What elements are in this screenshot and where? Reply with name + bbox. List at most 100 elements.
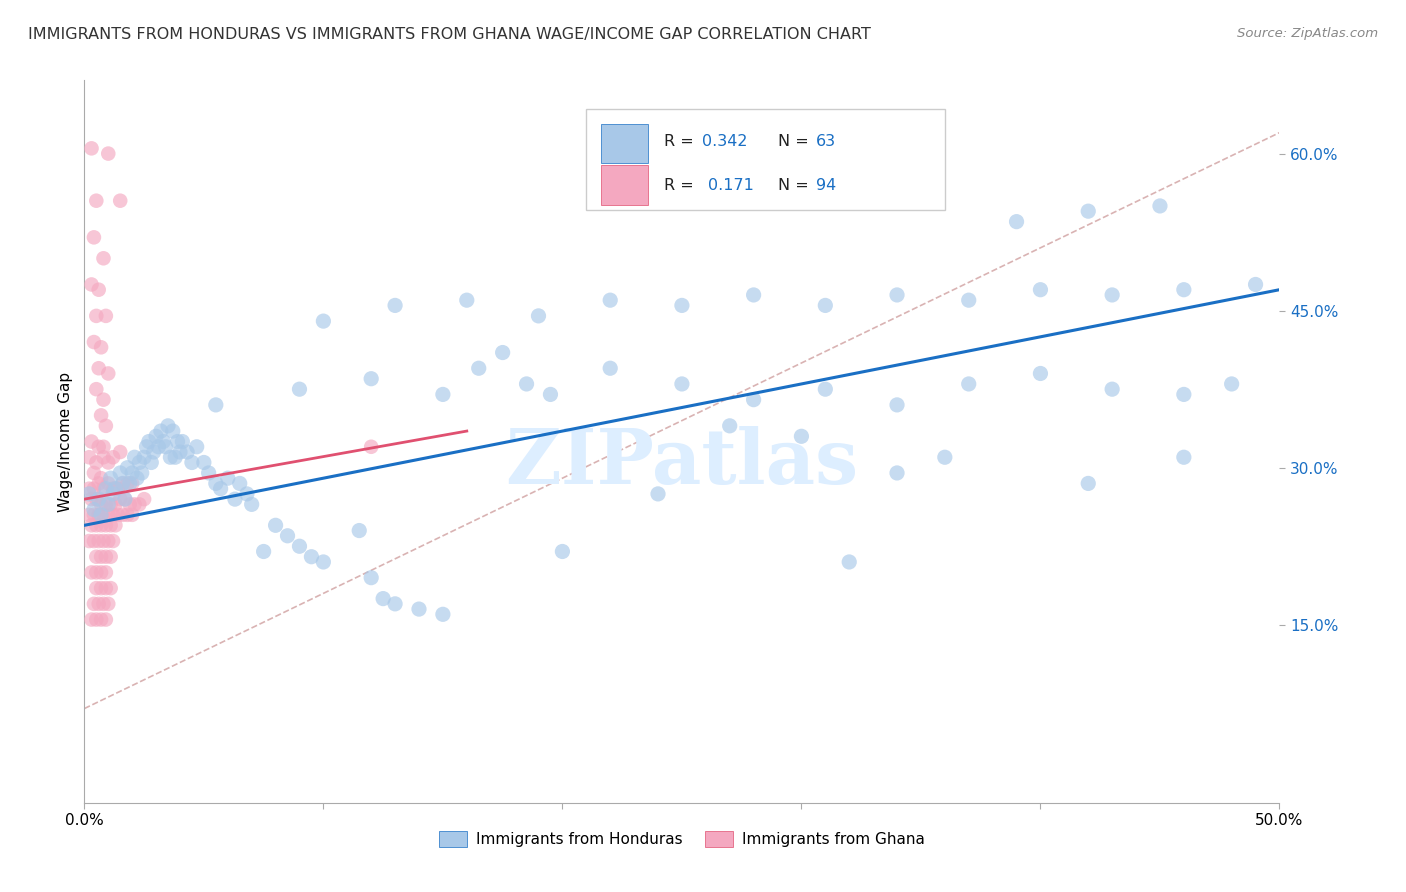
Point [87, 597, 110, 611]
Point [1101, 288, 1123, 302]
Point [110, 466, 132, 480]
Point [86, 194, 108, 208]
Text: R =: R = [664, 178, 704, 193]
Point [101, 487, 124, 501]
Point [209, 482, 232, 496]
Point [83, 502, 105, 516]
Point [181, 455, 204, 469]
Point [80, 613, 103, 627]
Point [124, 497, 146, 511]
Point [86, 566, 108, 580]
Point [110, 194, 132, 208]
Point [277, 529, 299, 543]
Point [264, 518, 287, 533]
Point [90, 581, 112, 595]
Point [86, 382, 108, 396]
Point [253, 544, 276, 558]
Point [1077, 476, 1099, 491]
Point [110, 492, 132, 507]
Point [124, 450, 146, 465]
Point [349, 524, 371, 538]
Point [97, 367, 120, 381]
Point [886, 398, 908, 412]
Point [104, 482, 127, 496]
Point [104, 518, 127, 533]
Point [90, 518, 112, 533]
Point [118, 476, 141, 491]
Point [886, 466, 908, 480]
Point [86, 518, 108, 533]
Point [83, 230, 105, 244]
Point [172, 434, 194, 449]
FancyBboxPatch shape [600, 165, 648, 204]
Point [87, 440, 110, 454]
Point [718, 418, 741, 433]
Point [132, 450, 156, 465]
Point [1149, 199, 1171, 213]
Point [186, 440, 208, 454]
Point [87, 476, 110, 491]
Point [142, 445, 165, 459]
Point [90, 340, 112, 354]
Point [87, 492, 110, 507]
Point [107, 508, 129, 522]
Point [83, 534, 105, 549]
Point [671, 376, 693, 391]
Point [117, 460, 139, 475]
Point [80, 434, 103, 449]
Point [138, 434, 160, 449]
Point [93, 450, 115, 465]
Point [90, 613, 112, 627]
Text: Source: ZipAtlas.com: Source: ZipAtlas.com [1237, 27, 1378, 40]
Point [97, 597, 120, 611]
Point [100, 497, 122, 511]
Point [957, 293, 980, 308]
Point [97, 497, 120, 511]
Point [934, 450, 956, 465]
Text: 0.342: 0.342 [702, 134, 748, 149]
Point [132, 492, 156, 507]
Point [94, 518, 117, 533]
Point [408, 602, 430, 616]
Point [100, 518, 122, 533]
Point [87, 534, 110, 549]
Point [236, 487, 259, 501]
Point [87, 283, 110, 297]
Point [83, 466, 105, 480]
Point [492, 345, 515, 359]
Point [229, 476, 252, 491]
Point [647, 487, 669, 501]
Point [104, 497, 127, 511]
Point [1101, 382, 1123, 396]
Point [97, 534, 120, 549]
Point [128, 497, 150, 511]
Point [288, 539, 311, 553]
Point [77, 487, 100, 501]
Point [97, 476, 120, 491]
Point [93, 440, 115, 454]
Text: ZIPatlas: ZIPatlas [505, 426, 859, 500]
Point [157, 418, 180, 433]
Point [101, 450, 124, 465]
Point [94, 497, 117, 511]
Point [87, 508, 110, 522]
Point [224, 492, 246, 507]
Point [152, 434, 174, 449]
Point [80, 141, 103, 155]
Point [128, 455, 150, 469]
Point [101, 482, 124, 496]
Point [110, 445, 132, 459]
Point [312, 314, 335, 328]
Point [742, 392, 765, 407]
Point [159, 450, 181, 465]
Text: N =: N = [778, 134, 814, 149]
Point [90, 566, 112, 580]
Point [205, 398, 228, 412]
Point [360, 571, 382, 585]
Point [599, 293, 621, 308]
Point [93, 534, 115, 549]
Point [145, 429, 167, 443]
Point [94, 566, 117, 580]
Point [468, 361, 491, 376]
Point [886, 288, 908, 302]
